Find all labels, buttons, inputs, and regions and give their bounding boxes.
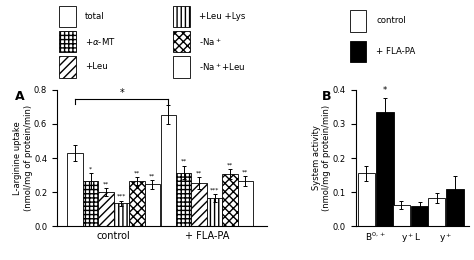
Y-axis label: L-arginine uptake
(nmol/mg of protein/min): L-arginine uptake (nmol/mg of protein/mi… [13, 105, 33, 211]
Bar [59, 31, 75, 53]
Bar [114, 203, 129, 226]
Text: **: ** [196, 170, 202, 175]
Bar [59, 56, 75, 78]
Bar [428, 198, 445, 226]
Text: *: * [119, 88, 124, 98]
Bar [83, 181, 98, 226]
Bar [411, 206, 429, 226]
Bar [173, 31, 190, 53]
Text: -Na$^+$: -Na$^+$ [199, 36, 221, 48]
Bar [129, 181, 145, 226]
Bar [176, 173, 191, 226]
Bar [59, 6, 75, 27]
Text: total: total [85, 12, 104, 21]
Bar [98, 192, 114, 226]
Bar [357, 173, 375, 226]
Text: *: * [89, 167, 92, 172]
Bar [350, 10, 366, 32]
Text: +Leu: +Leu [85, 62, 108, 72]
Y-axis label: System activity
(nmol/mg of protein/min): System activity (nmol/mg of protein/min) [312, 105, 331, 211]
Text: **: ** [134, 170, 140, 175]
Text: control: control [376, 16, 406, 25]
Bar [350, 41, 366, 62]
Text: **: ** [149, 173, 155, 179]
Text: **: ** [181, 159, 187, 164]
Text: **: ** [242, 169, 248, 174]
Bar [392, 205, 410, 226]
Bar [222, 174, 237, 226]
Text: **: ** [103, 181, 109, 186]
Text: **: ** [227, 162, 233, 167]
Bar [173, 6, 190, 27]
Bar [67, 153, 83, 226]
Text: B: B [322, 90, 331, 103]
Bar [161, 115, 176, 226]
Text: + FLA-PA: + FLA-PA [376, 47, 415, 56]
Bar [191, 183, 207, 226]
Text: *: * [383, 86, 387, 95]
Bar [145, 184, 160, 226]
Bar [447, 189, 464, 226]
Bar [376, 112, 394, 226]
Text: A: A [15, 90, 25, 103]
Text: ***: *** [210, 187, 219, 192]
Text: +Leu +Lys: +Leu +Lys [199, 12, 245, 21]
Text: ***: *** [117, 194, 126, 199]
Bar [237, 181, 253, 226]
Bar [173, 56, 190, 78]
Text: -Na$^+$+Leu: -Na$^+$+Leu [199, 61, 246, 73]
Text: +$\alpha$-MT: +$\alpha$-MT [85, 36, 116, 47]
Bar [207, 198, 222, 226]
